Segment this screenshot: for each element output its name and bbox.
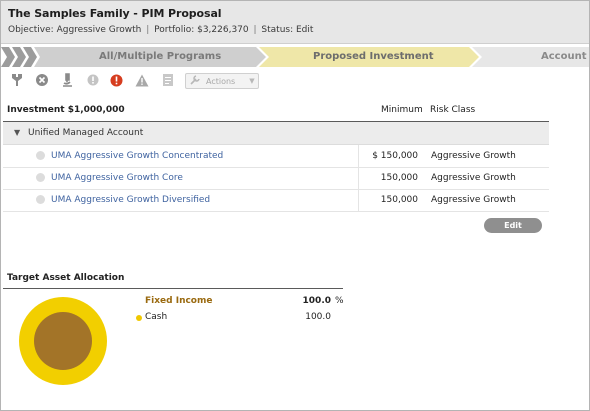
step-current-shape[interactable]: [259, 47, 479, 67]
group-row-uma[interactable]: ▼ Unified Managed Account: [3, 122, 549, 145]
wizard-steps: All/Multiple Programs Proposed Investmen…: [1, 47, 589, 67]
status-dot-icon: [36, 195, 45, 204]
chevron-down-icon: ▼: [249, 77, 255, 85]
minimum-value: 150,000: [380, 173, 418, 183]
program-link[interactable]: UMA Aggressive Growth Concentrated: [51, 151, 224, 161]
allocation-unit: %: [335, 296, 344, 306]
column-divider: [358, 189, 359, 211]
investment-table-header: Investment $1,000,000 Minimum Risk Class: [7, 105, 549, 119]
warning-icon[interactable]: [135, 73, 149, 87]
step-all-programs[interactable]: All/Multiple Programs: [99, 51, 222, 62]
column-minimum: Minimum: [381, 105, 423, 115]
minimum-value: 150,000: [380, 195, 418, 205]
cancel-icon[interactable]: [35, 73, 49, 87]
actions-dropdown[interactable]: Actions ▼: [185, 73, 259, 89]
actions-label: Actions: [206, 76, 236, 86]
column-divider: [358, 167, 359, 189]
donut-inner-segment: [34, 312, 92, 370]
allocation-item-value: 100.0: [305, 312, 331, 322]
alert-icon[interactable]: [109, 73, 123, 87]
status-text: Status: Edit: [261, 25, 314, 35]
step-chevron-icon: [12, 47, 26, 67]
page-header: The Samples Family - PIM Proposal Object…: [1, 1, 589, 44]
step-chevron-icon: [23, 47, 37, 67]
triangle-down-icon[interactable]: ▼: [14, 128, 21, 137]
toolbar: [1, 71, 589, 91]
wizard-steps-graphic: [1, 47, 589, 67]
step-account-setup[interactable]: Account S: [541, 51, 589, 62]
table-divider: [3, 121, 549, 122]
step-completed-shape[interactable]: [34, 47, 266, 67]
status-dot-icon: [36, 151, 45, 160]
microscope-icon[interactable]: [60, 73, 74, 87]
tools-icon[interactable]: [10, 73, 24, 87]
objective-text: Objective: Aggressive Growth: [8, 25, 142, 35]
cash-legend-dot-icon: [136, 315, 142, 321]
allocation-donut-chart: [19, 297, 107, 385]
page-title: The Samples Family - PIM Proposal: [8, 7, 222, 20]
step-proposed-investment[interactable]: Proposed Investment: [313, 51, 434, 62]
portfolio-text: Portfolio: $3,226,370: [154, 25, 249, 35]
table-row[interactable]: UMA Aggressive Growth Core 150,000 Aggre…: [3, 167, 549, 190]
table-row[interactable]: UMA Aggressive Growth Diversified 150,00…: [3, 189, 549, 212]
proposal-summary: Objective: Aggressive Growth | Portfolio…: [8, 25, 313, 35]
status-dot-icon: [36, 173, 45, 182]
table-row[interactable]: UMA Aggressive Growth Concentrated $ 150…: [3, 145, 549, 168]
edit-button[interactable]: Edit: [484, 218, 542, 233]
step-chevron-icon: [1, 47, 15, 67]
step-upcoming-shape[interactable]: [472, 47, 589, 67]
minimum-value: $ 150,000: [372, 151, 418, 161]
program-link[interactable]: UMA Aggressive Growth Diversified: [51, 195, 211, 205]
group-label: Unified Managed Account: [28, 128, 144, 138]
column-divider: [358, 145, 359, 167]
separator: |: [253, 25, 257, 35]
allocation-category: Fixed Income: [145, 296, 213, 306]
program-link[interactable]: UMA Aggressive Growth Core: [51, 173, 183, 183]
investment-title: Investment $1,000,000: [7, 105, 125, 115]
allocation-category-value: 100.0: [302, 296, 331, 306]
column-risk-class: Risk Class: [430, 105, 476, 115]
risk-class-value: Aggressive Growth: [431, 173, 516, 183]
separator: |: [146, 25, 150, 35]
allocation-title: Target Asset Allocation: [7, 273, 125, 283]
info-icon[interactable]: [86, 73, 100, 87]
allocation-divider: [3, 288, 343, 289]
risk-class-value: Aggressive Growth: [431, 195, 516, 205]
risk-class-value: Aggressive Growth: [431, 151, 516, 161]
wrench-icon: [190, 75, 202, 87]
document-icon[interactable]: [161, 73, 175, 87]
allocation-item-label: Cash: [145, 312, 168, 322]
